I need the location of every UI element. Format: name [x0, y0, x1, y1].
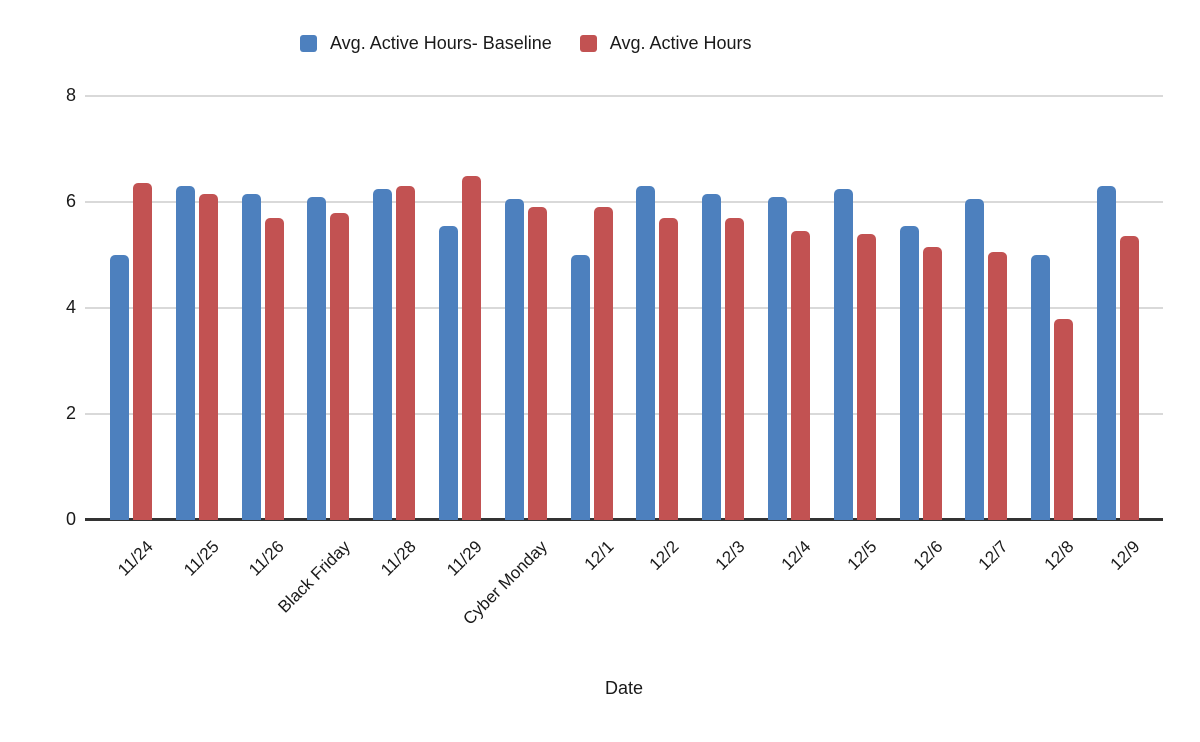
bar-avg-active-hours-baseline-12-8[interactable] — [1031, 255, 1051, 520]
bar-avg-active-hours-12-8[interactable] — [1054, 318, 1074, 520]
x-axis-line — [85, 518, 1163, 521]
y-tick-label-4: 4 — [65, 297, 76, 317]
bar-avg-active-hours-baseline-12-4[interactable] — [768, 196, 787, 520]
x-tick-label-12-4: 12/4 — [777, 537, 815, 574]
bar-avg-active-hours-baseline-11-29[interactable] — [439, 225, 458, 520]
x-tick-label-12-1: 12/1 — [580, 537, 618, 574]
gridline-y-6 — [85, 201, 1163, 203]
bar-avg-active-hours-baseline-black-friday[interactable] — [307, 196, 327, 520]
y-tick-label-8: 8 — [65, 85, 76, 105]
bar-avg-active-hours-baseline-12-1[interactable] — [570, 255, 590, 520]
chart-legend: Avg. Active Hours- Baseline Avg. Active H… — [300, 33, 752, 54]
bar-avg-active-hours-baseline-12-3[interactable] — [702, 194, 722, 520]
bar-avg-active-hours-12-7[interactable] — [988, 252, 1008, 520]
bar-avg-active-hours-12-2[interactable] — [659, 217, 679, 520]
y-tick-label-2: 2 — [65, 403, 76, 423]
bar-avg-active-hours-baseline-12-2[interactable] — [636, 186, 656, 520]
bar-avg-active-hours-baseline-11-24[interactable] — [110, 255, 129, 520]
bar-avg-active-hours-baseline-11-26[interactable] — [241, 194, 261, 520]
legend-swatch-icon — [300, 35, 317, 52]
legend-swatch-icon — [579, 35, 597, 52]
bar-avg-active-hours-12-6[interactable] — [922, 247, 942, 520]
x-tick-label-11-26: 11/26 — [245, 537, 289, 580]
gridline-y-8 — [85, 95, 1163, 97]
bar-avg-active-hours-11-28[interactable] — [396, 186, 416, 520]
x-tick-label-11-25: 11/25 — [179, 537, 223, 580]
x-tick-label-11-28: 11/28 — [377, 537, 420, 580]
x-tick-label-12-2: 12/2 — [646, 537, 683, 574]
bar-avg-active-hours-12-3[interactable] — [725, 217, 745, 520]
bar-avg-active-hours-12-5[interactable] — [856, 233, 876, 520]
x-tick-label-12-9: 12/9 — [1106, 537, 1144, 574]
x-tick-label-12-3: 12/3 — [711, 537, 749, 574]
bar-avg-active-hours-11-25[interactable] — [198, 194, 218, 520]
x-tick-label-12-6: 12/6 — [909, 537, 947, 574]
x-tick-label-12-5: 12/5 — [843, 537, 881, 574]
x-axis-title: Date — [604, 678, 644, 698]
bar-avg-active-hours-black-friday[interactable] — [330, 212, 350, 520]
bar-avg-active-hours-11-29[interactable] — [462, 175, 481, 520]
legend-item-avg-active-hours-baseline[interactable]: Avg. Active Hours- Baseline — [300, 33, 552, 54]
x-tick-label-11-24: 11/24 — [113, 537, 157, 580]
bar-avg-active-hours-baseline-cyber-monday[interactable] — [504, 199, 524, 520]
bar-avg-active-hours-cyber-monday[interactable] — [527, 207, 547, 520]
bar-avg-active-hours-12-1[interactable] — [593, 207, 613, 520]
bar-avg-active-hours-baseline-11-25[interactable] — [175, 186, 195, 520]
gridline-y-4 — [85, 307, 1163, 309]
x-tick-label-12-7: 12/7 — [975, 537, 1012, 574]
y-tick-label-6: 6 — [65, 191, 76, 211]
legend-label: Avg. Active Hours — [609, 33, 752, 53]
x-tick-label-11-29: 11/29 — [442, 537, 486, 580]
legend-item-avg-active-hours[interactable]: Avg. Active Hours — [579, 33, 752, 54]
gridline-y-2 — [85, 413, 1163, 415]
bar-avg-active-hours-baseline-12-6[interactable] — [899, 225, 919, 520]
bar-avg-active-hours-11-24[interactable] — [133, 183, 152, 520]
legend-label: Avg. Active Hours- Baseline — [330, 33, 552, 53]
y-tick-label-0: 0 — [65, 509, 76, 529]
bar-avg-active-hours-11-26[interactable] — [264, 217, 284, 520]
bar-avg-active-hours-baseline-12-7[interactable] — [965, 199, 985, 520]
x-tick-label-12-8: 12/8 — [1040, 537, 1078, 574]
bar-avg-active-hours-baseline-12-5[interactable] — [833, 188, 853, 520]
bar-avg-active-hours-12-9[interactable] — [1120, 236, 1139, 520]
bar-avg-active-hours-baseline-12-9[interactable] — [1097, 186, 1116, 520]
bar-avg-active-hours-12-4[interactable] — [791, 231, 810, 520]
bar-avg-active-hours-baseline-11-28[interactable] — [373, 188, 393, 520]
